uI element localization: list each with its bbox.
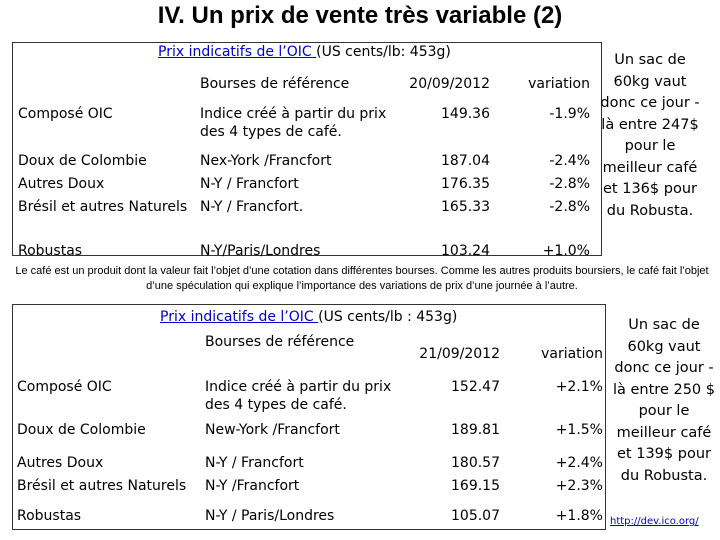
header-cell: variation (528, 76, 590, 92)
row-label: Doux de Colombie (18, 153, 147, 169)
caption-link[interactable]: Prix indicatifs de l’OIC (160, 309, 319, 325)
price-cell: 149.36 (441, 106, 490, 122)
paragraph: Le café est un produit dont la valeur fa… (15, 265, 709, 292)
price-cell: 103.24 (441, 243, 490, 259)
side-note: Un sac de 60kg vaut donc ce jour -là ent… (612, 317, 715, 484)
variation-cell: +1.0% (542, 243, 590, 259)
variation-cell: +2.3% (555, 478, 603, 494)
price-cell: 152.47 (451, 379, 500, 395)
table-frame (12, 42, 602, 256)
exchange-cell: N-Y / Francfort. (200, 199, 304, 215)
price-cell: 187.04 (441, 153, 490, 169)
exchange-cell: N-Y / Francfort (200, 176, 299, 192)
row-label: Autres Doux (18, 176, 105, 192)
table-frame (12, 304, 606, 530)
price-cell: 180.57 (451, 455, 500, 471)
header-cell: Bourses de référence (200, 76, 350, 92)
price-cell: 176.35 (441, 176, 490, 192)
variation-cell: +2.4% (555, 455, 603, 471)
header-cell: 21/09/2012 (419, 346, 500, 362)
header-cell: 20/09/2012 (409, 76, 490, 92)
exchange-cell: New-York /Francfort (205, 422, 340, 438)
header-cell: Bourses de référence (205, 334, 355, 350)
variation-cell: +2.1% (555, 379, 603, 395)
variation-cell: +1.5% (555, 422, 603, 438)
row-label: Brésil et autres Naturels (18, 199, 188, 215)
exchange-cell: N-Y /Francfort (205, 478, 300, 494)
header-cell: variation (541, 346, 603, 362)
caption-text: (US cents/lb: 453g) (316, 44, 451, 60)
variation-cell: -2.8% (549, 199, 590, 215)
table-caption: Prix indicatifs de l’OIC (US cents/lb: 4… (158, 44, 451, 60)
price-cell: 165.33 (441, 199, 490, 215)
variation-cell: -2.4% (549, 153, 590, 169)
exchange-cell: N-Y / Paris/Londres (205, 508, 335, 524)
variation-cell: +1.8% (555, 508, 603, 524)
table-caption: Prix indicatifs de l’OIC (US cents/lb : … (160, 309, 457, 325)
price-cell: 189.81 (451, 422, 500, 438)
exchange-cell: Indice créé à partir du prix des 4 types… (205, 379, 392, 413)
link[interactable]: http://dev.ico.org/ (610, 516, 699, 527)
exchange-cell: Indice créé à partir du prix des 4 types… (200, 106, 387, 140)
exchange-cell: N-Y / Francfort (205, 455, 304, 471)
row-label: Autres Doux (17, 455, 104, 471)
title: IV. Un prix de vente très variable (2) (157, 2, 563, 29)
row-label: Composé OIC (17, 379, 112, 395)
exchange-cell: N-Y/Paris/Londres (200, 243, 321, 259)
price-cell: 169.15 (451, 478, 500, 494)
side-note: Un sac de 60kg vaut donc ce jour -là ent… (600, 52, 700, 219)
exchange-cell: Nex-York /Francfort (200, 153, 332, 169)
variation-cell: -1.9% (549, 106, 590, 122)
row-label: Doux de Colombie (17, 422, 146, 438)
row-label: Robustas (18, 243, 83, 259)
caption-text: (US cents/lb : 453g) (318, 309, 458, 325)
price-cell: 105.07 (451, 508, 500, 524)
caption-link[interactable]: Prix indicatifs de l’OIC (158, 44, 317, 60)
row-label: Composé OIC (18, 106, 113, 122)
variation-cell: -2.8% (549, 176, 590, 192)
row-label: Robustas (17, 508, 82, 524)
row-label: Brésil et autres Naturels (17, 478, 187, 494)
